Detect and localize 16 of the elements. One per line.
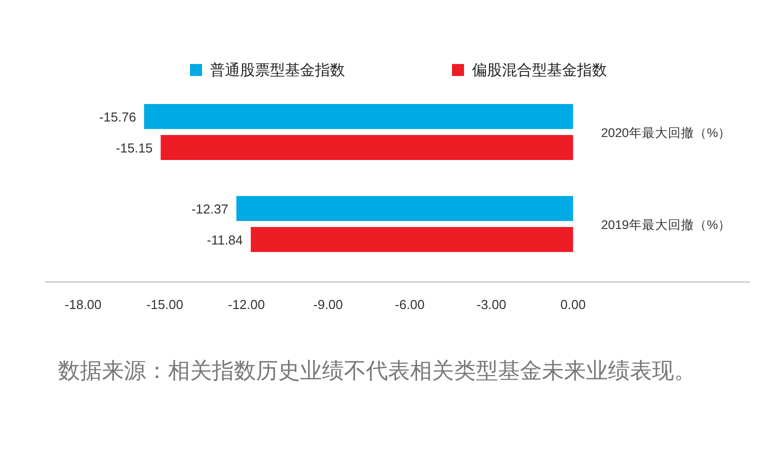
y-tick-label: 2020年最大回撤（%）: [601, 126, 732, 140]
data-label: -11.84: [206, 232, 243, 248]
data-label: -12.37: [191, 202, 228, 216]
x-tick-label: 0.00: [560, 297, 586, 312]
x-tick-label: -15.00: [146, 297, 184, 312]
x-tick-label: -6.00: [394, 297, 425, 312]
x-tick-label: -9.00: [313, 297, 343, 312]
x-tick-label: -18.00: [64, 297, 102, 312]
data-label: -15.76: [99, 110, 136, 124]
x-tick-label: -12.00: [228, 297, 265, 312]
legend-label: 偏股混合型基金指数: [472, 62, 607, 79]
source-note: 数据来源：相关指数历史业绩不代表相关类型基金未来业绩表现。: [58, 357, 697, 385]
legend-label: 普通股票型基金指数: [210, 62, 345, 79]
x-tick-label: -3.00: [476, 297, 506, 312]
data-label: -15.15: [116, 140, 153, 156]
y-tick-label: 2019年最大回撤（%）: [601, 218, 732, 232]
